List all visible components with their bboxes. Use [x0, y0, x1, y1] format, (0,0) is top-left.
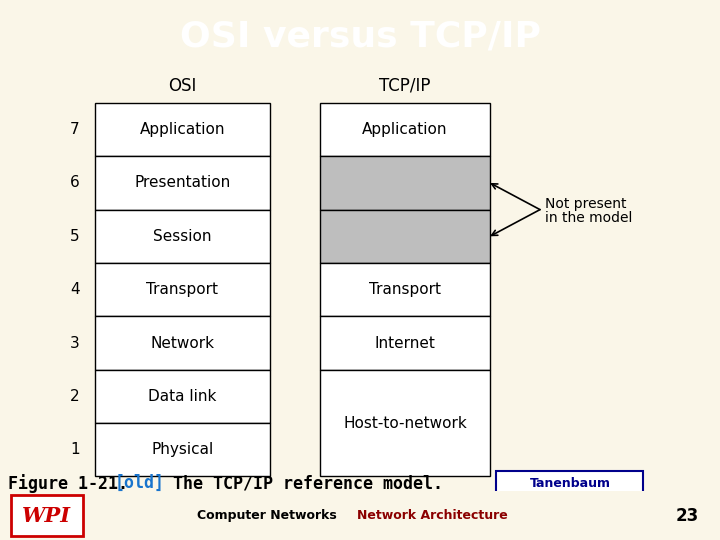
Bar [320, 263, 490, 316]
Text: Presentation: Presentation [135, 176, 230, 191]
Bar [95, 423, 270, 476]
Text: Transport: Transport [146, 282, 218, 297]
Text: 3: 3 [70, 335, 80, 350]
FancyBboxPatch shape [11, 495, 83, 536]
Bar [320, 103, 490, 156]
Text: in the model: in the model [545, 211, 632, 225]
Text: 2: 2 [70, 389, 80, 404]
Bar [320, 370, 490, 476]
Text: Network Architecture: Network Architecture [356, 509, 508, 522]
Bar [95, 210, 270, 263]
Text: 7: 7 [70, 122, 80, 137]
Bar [95, 263, 270, 316]
Text: Computer Networks: Computer Networks [197, 509, 336, 522]
FancyBboxPatch shape [496, 471, 643, 495]
Text: Application: Application [362, 122, 448, 137]
Bar [320, 316, 490, 370]
Text: Not present: Not present [545, 197, 626, 211]
Bar [95, 316, 270, 370]
Text: 1: 1 [70, 442, 80, 457]
Text: The TCP/IP reference model.: The TCP/IP reference model. [163, 475, 443, 492]
Text: OSI versus TCP/IP: OSI versus TCP/IP [179, 19, 541, 53]
Text: Internet: Internet [374, 335, 436, 350]
Text: Host-to-network: Host-to-network [343, 416, 467, 430]
Text: WPI: WPI [22, 505, 71, 526]
Text: Application: Application [140, 122, 225, 137]
Text: [old]: [old] [115, 475, 165, 492]
Bar [320, 210, 490, 263]
Text: TCP/IP: TCP/IP [379, 77, 431, 95]
Text: 6: 6 [70, 176, 80, 191]
Bar [320, 156, 490, 210]
Bar [95, 370, 270, 423]
Text: 5: 5 [70, 229, 80, 244]
Text: 23: 23 [676, 507, 699, 525]
Text: OSI: OSI [168, 77, 197, 95]
Text: 4: 4 [70, 282, 80, 297]
Text: Physical: Physical [151, 442, 214, 457]
Text: Data link: Data link [148, 389, 217, 404]
Text: Figure 1-21.: Figure 1-21. [8, 474, 128, 493]
Text: Session: Session [153, 229, 212, 244]
Text: Transport: Transport [369, 282, 441, 297]
Bar [95, 156, 270, 210]
Bar [95, 103, 270, 156]
Text: Network: Network [150, 335, 215, 350]
Text: Tanenbaum: Tanenbaum [529, 477, 611, 490]
